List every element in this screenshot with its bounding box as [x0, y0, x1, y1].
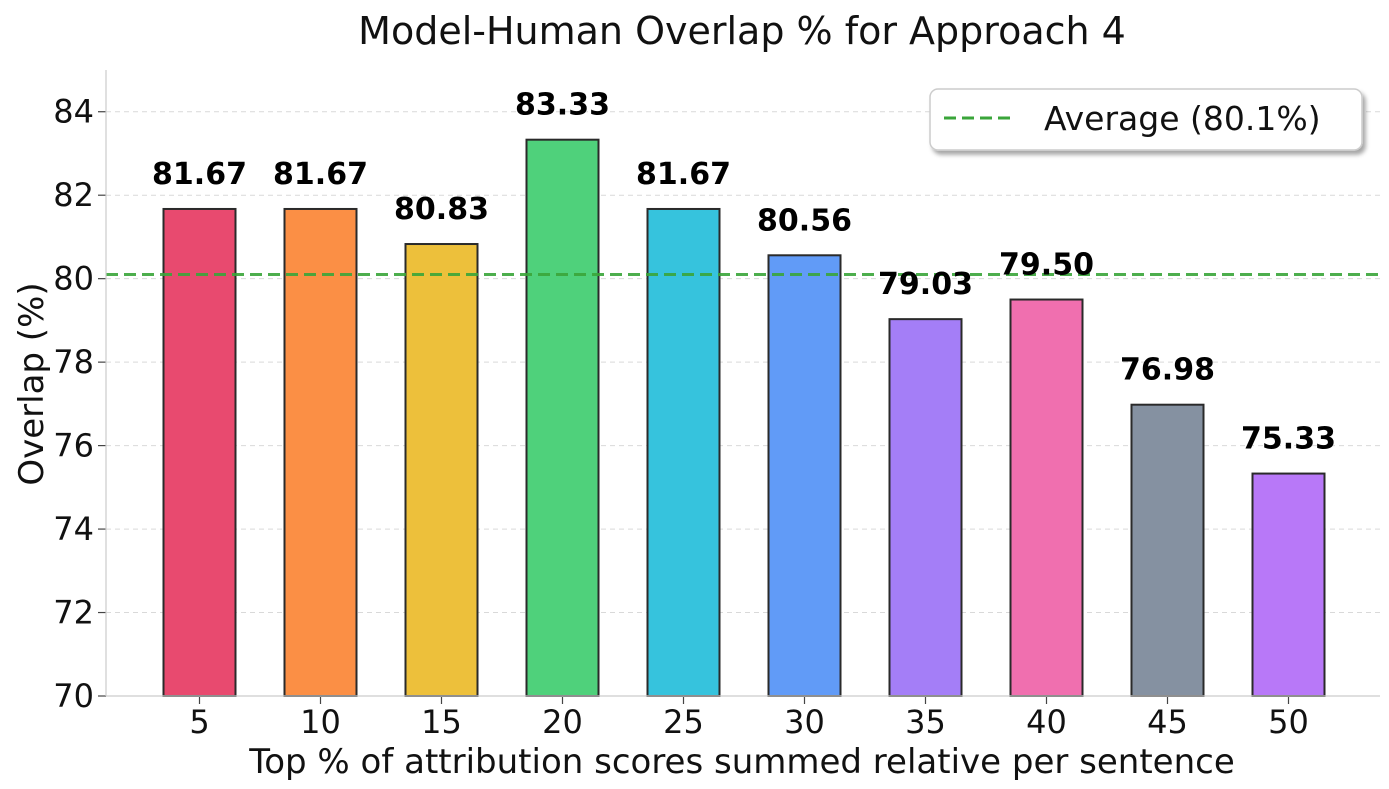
- bar-50: [1251, 472, 1326, 697]
- legend: Average (80.1%): [929, 88, 1363, 151]
- bars: [162, 138, 1326, 698]
- bar-45: [1130, 403, 1205, 697]
- x-tick-label-10: 10: [300, 703, 341, 741]
- y-tick-label: 70: [53, 677, 94, 715]
- bar-20: [525, 138, 600, 698]
- x-tick-label-25: 25: [663, 703, 704, 741]
- x-tick-label-15: 15: [421, 703, 462, 741]
- x-tick-label-50: 50: [1268, 703, 1309, 741]
- y-tick-label: 78: [53, 343, 94, 381]
- y-tick-labels: 70 72 74 76 78 80 82 84: [53, 93, 94, 715]
- value-label-5: 81.67: [152, 157, 247, 192]
- y-axis-label: Overlap (%): [12, 282, 52, 485]
- y-tick-label: 76: [53, 427, 94, 465]
- bar-10: [283, 207, 358, 698]
- bar-30: [767, 254, 842, 698]
- legend-label-average: Average (80.1%): [1044, 99, 1321, 138]
- x-axis-label: Top % of attribution scores summed relat…: [248, 742, 1235, 782]
- x-tick-label-45: 45: [1147, 703, 1188, 741]
- x-tick-label-20: 20: [542, 703, 583, 741]
- value-label-45: 76.98: [1120, 353, 1215, 388]
- bar-40: [1009, 298, 1084, 697]
- bar-5: [162, 207, 237, 698]
- x-tick-label-30: 30: [784, 703, 825, 741]
- y-tick-label: 74: [53, 510, 94, 548]
- x-tick-labels: 5 10 15 20 25 30 35 40 45 50: [189, 703, 1309, 741]
- y-tick-label: 82: [53, 176, 94, 214]
- chart-title: Model-Human Overlap % for Approach 4: [358, 9, 1126, 53]
- value-label-25: 81.67: [636, 157, 731, 192]
- y-tick-label: 80: [53, 260, 94, 298]
- value-label-30: 80.56: [757, 203, 852, 238]
- x-tick-label-5: 5: [189, 703, 209, 741]
- bar-35: [888, 318, 963, 697]
- value-label-15: 80.83: [394, 192, 489, 227]
- x-tick-label-40: 40: [1026, 703, 1067, 741]
- value-label-50: 75.33: [1241, 422, 1336, 457]
- legend-box: [929, 88, 1363, 151]
- x-tick-label-35: 35: [905, 703, 946, 741]
- value-label-40: 79.50: [999, 248, 1094, 283]
- axes: [98, 70, 1380, 704]
- value-label-35: 79.03: [878, 267, 973, 302]
- value-label-10: 81.67: [273, 157, 368, 192]
- y-tick-label: 84: [53, 93, 94, 131]
- bar-15: [404, 243, 479, 697]
- value-label-20: 83.33: [515, 88, 610, 123]
- value-labels: 81.67 81.67 80.83 83.33 81.67 80.56 79.03 79.50…: [152, 88, 1336, 457]
- y-tick-label: 72: [53, 594, 94, 632]
- bar-25: [646, 207, 721, 698]
